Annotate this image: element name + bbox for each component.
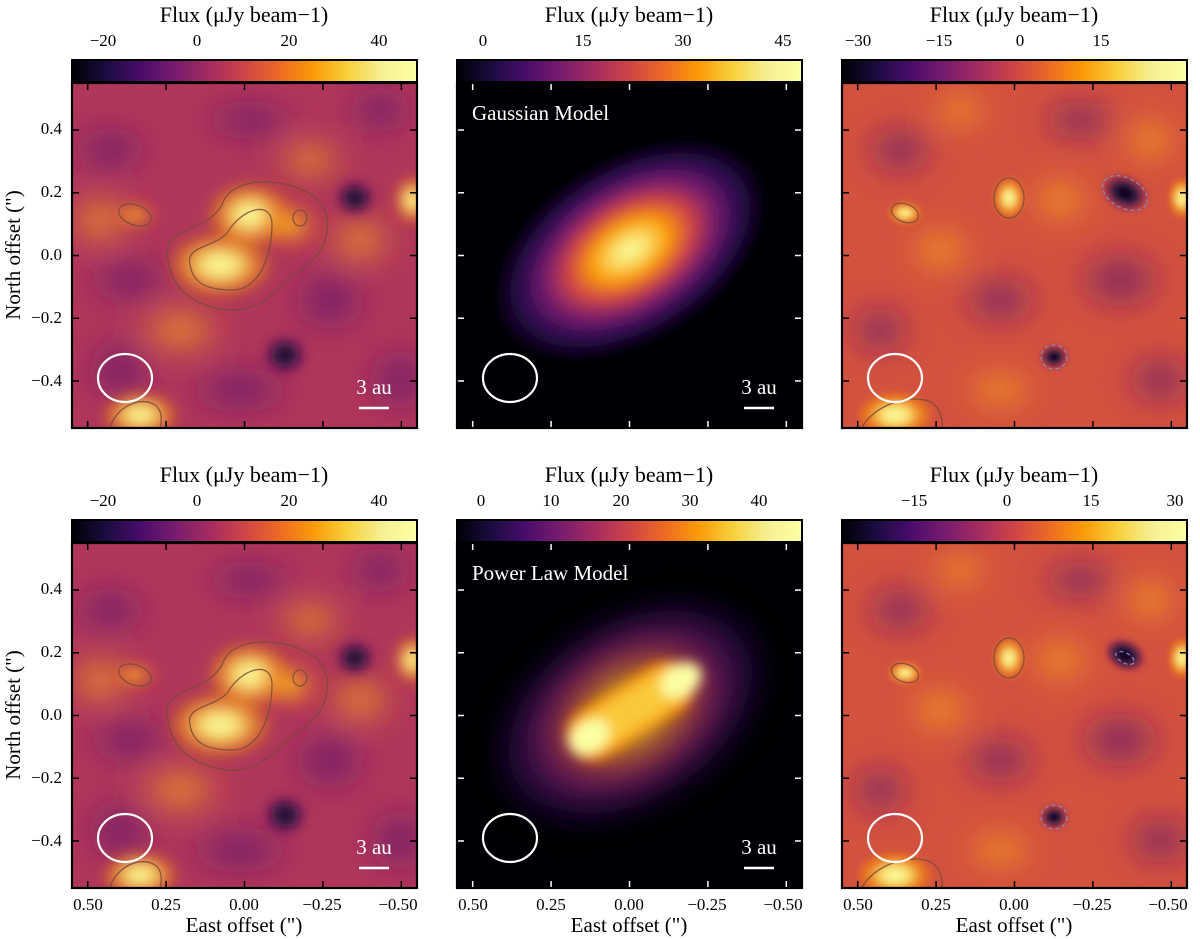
beam-ellipses — [96, 352, 924, 864]
residual-image — [842, 83, 1187, 428]
x-tick-label: 0.00 — [999, 895, 1029, 914]
power-law-model-image — [457, 543, 802, 888]
model-label: Gaussian Model — [472, 101, 609, 125]
x-tick-label: 0.50 — [843, 895, 873, 914]
panel-frame — [840, 541, 1189, 890]
y-tick-label: 0.0 — [41, 705, 62, 724]
y-tick-label: 0.4 — [41, 119, 63, 138]
panel-frame — [455, 81, 804, 430]
colorbar-tick: 40 — [371, 31, 388, 50]
colorbar-tick: 15 — [1083, 491, 1100, 510]
colorbar-tick: −20 — [90, 491, 117, 510]
colorbar-tick: −20 — [90, 31, 117, 50]
x-axis-label: East offset (") — [186, 913, 303, 937]
y-axis-label: North offset (") — [1, 190, 25, 320]
colorbar-tick: 20 — [281, 491, 298, 510]
observation-image — [72, 543, 417, 888]
y-tick-label: 0.2 — [41, 642, 62, 661]
colorbar-tick: 10 — [543, 491, 560, 510]
colorbar-tick: −30 — [845, 31, 872, 50]
beam-ellipse — [866, 812, 924, 864]
colorbar-tick: 0 — [479, 31, 488, 50]
colorbar-tick: 0 — [193, 31, 202, 50]
x-tick-label: 0.25 — [536, 895, 566, 914]
x-tick-label: 0.25 — [151, 895, 181, 914]
colorbar-tick: −15 — [901, 491, 928, 510]
gaussian-model-image — [457, 83, 802, 428]
scale-bars — [359, 406, 774, 870]
x-tick-label: 0.50 — [73, 895, 103, 914]
y-tick-label: 0.0 — [41, 245, 62, 264]
model-label: Power Law Model — [472, 561, 628, 585]
colorbar-tick: 30 — [675, 31, 692, 50]
panel-frame — [840, 81, 1189, 430]
scale-bar-label: 3 au — [356, 835, 392, 859]
colorbar-title: Flux (μJy beam−1) — [160, 2, 328, 27]
y-tick-label: −0.4 — [31, 371, 62, 390]
colorbar-title: Flux (μJy beam−1) — [545, 2, 713, 27]
colorbar-tick: 0 — [1016, 31, 1025, 50]
x-tick-label: −0.25 — [687, 895, 726, 914]
panel-frame — [70, 81, 419, 430]
colorbar-tick: 0 — [1003, 491, 1012, 510]
y-tick-label: −0.2 — [31, 308, 62, 327]
colorbar-tick: 45 — [775, 31, 792, 50]
x-tick-label: −0.50 — [378, 895, 417, 914]
colorbar — [71, 59, 418, 83]
x-tick-label: −0.50 — [763, 895, 802, 914]
scale-bar-label: 3 au — [741, 375, 777, 399]
y-tick-label: −0.4 — [31, 831, 62, 850]
colorbar-tick: −15 — [926, 31, 953, 50]
y-tick-label: −0.2 — [31, 768, 62, 787]
x-axis-label: East offset (") — [956, 913, 1073, 937]
beam-ellipse — [481, 352, 539, 404]
colorbar-tick: 40 — [371, 491, 388, 510]
y-tick-label: 0.2 — [41, 182, 62, 201]
panel-frame — [455, 541, 804, 890]
colorbar — [841, 59, 1188, 83]
colorbar-tick: 30 — [1167, 491, 1184, 510]
colorbar-tick: 20 — [281, 31, 298, 50]
scale-bar-label: 3 au — [741, 835, 777, 859]
x-tick-label: 0.50 — [458, 895, 488, 914]
colorbar-title: Flux (μJy beam−1) — [930, 462, 1098, 487]
x-tick-label: −0.50 — [1148, 895, 1187, 914]
observation-image — [72, 83, 417, 428]
colorbar-tick: 20 — [613, 491, 630, 510]
y-tick-label: 0.4 — [41, 579, 63, 598]
scale-bar-label: 3 au — [356, 375, 392, 399]
beam-ellipse — [96, 352, 154, 404]
panel-frame — [70, 541, 419, 890]
colorbar-tick: 30 — [682, 491, 699, 510]
x-axis-label: East offset (") — [571, 913, 688, 937]
beam-ellipse — [866, 352, 924, 404]
colorbar-title: Flux (μJy beam−1) — [930, 2, 1098, 27]
colorbar-tick: 15 — [1093, 31, 1110, 50]
y-axis-label: North offset (") — [1, 650, 25, 780]
colorbar-tick: 0 — [193, 491, 202, 510]
colorbar — [841, 519, 1188, 543]
colorbar — [456, 519, 803, 543]
x-tick-label: 0.00 — [229, 895, 259, 914]
x-tick-label: 0.00 — [614, 895, 644, 914]
colorbar-tick: 0 — [477, 491, 486, 510]
colorbar-title: Flux (μJy beam−1) — [545, 462, 713, 487]
x-tick-label: −0.25 — [302, 895, 341, 914]
panel-frames — [70, 81, 1189, 890]
colorbar-tick: 40 — [751, 491, 768, 510]
beam-ellipse — [481, 812, 539, 864]
colorbar — [456, 59, 803, 83]
beam-ellipse — [96, 812, 154, 864]
colorbar-tick: 15 — [575, 31, 592, 50]
colorbar — [71, 519, 418, 543]
x-tick-label: 0.25 — [921, 895, 951, 914]
colorbar-title: Flux (μJy beam−1) — [160, 462, 328, 487]
x-tick-label: −0.25 — [1072, 895, 1111, 914]
residual-image — [842, 543, 1187, 888]
